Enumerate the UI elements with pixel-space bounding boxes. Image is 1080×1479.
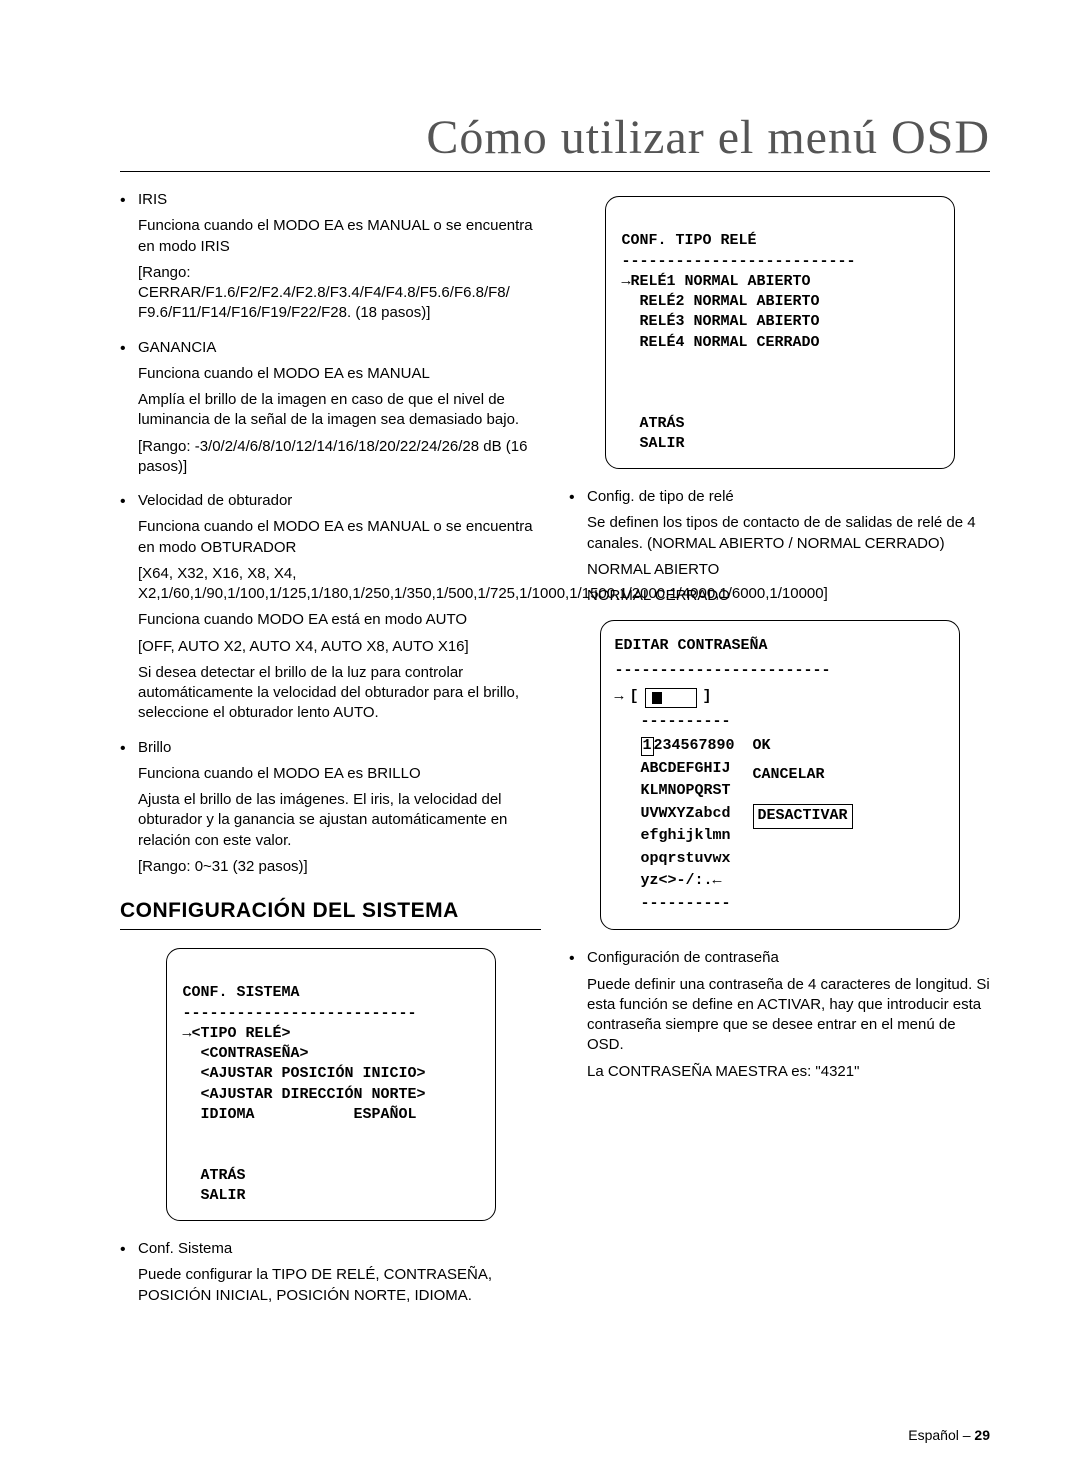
osd-blank bbox=[183, 1145, 479, 1165]
pw-desc: Configuración de contraseña Puede defini… bbox=[569, 948, 990, 1082]
char-row: ABCDEFGHIJ bbox=[641, 758, 735, 781]
osd-editar-contrasena: EDITAR CONTRASEÑA ----------------------… bbox=[600, 620, 960, 930]
char-row: opqrstuvwx bbox=[641, 848, 735, 871]
bracket-open: [ bbox=[630, 686, 639, 709]
osd-footer: ATRÁS bbox=[183, 1166, 479, 1186]
item-para: [Rango: -3/0/2/4/6/8/10/12/14/16/18/20/2… bbox=[138, 437, 541, 478]
item-para: [Rango: CERRAR/F1.6/F2/F2.4/F2.8/F3.4/F4… bbox=[138, 263, 541, 324]
item-heading: Configuración de contraseña bbox=[587, 949, 779, 966]
page-footer: Español – 29 bbox=[908, 1427, 990, 1443]
osd-blank bbox=[622, 393, 938, 413]
item-para: Funciona cuando el MODO EA es MANUAL o s… bbox=[138, 216, 541, 257]
char-row: yz<>-/:.← bbox=[641, 870, 735, 893]
char-row: efghijklmn bbox=[641, 825, 735, 848]
item-para: NORMAL ABIERTO bbox=[587, 560, 990, 580]
item-para: Funciona cuando el MODO EA es BRILLO bbox=[138, 764, 541, 784]
two-column-layout: IRIS Funciona cuando el MODO EA es MANUA… bbox=[120, 190, 990, 1320]
item-heading: Brillo bbox=[138, 739, 171, 756]
osd-conf-tipo-rele: CONF. TIPO RELÉ-------------------------… bbox=[605, 196, 955, 469]
item-para: [X64, X32, X16, X8, X4, X2,1/60,1/90,1/1… bbox=[138, 564, 541, 605]
osd-row: <CONTRASEÑA> bbox=[183, 1044, 479, 1064]
conf-sistema-desc: Conf. Sistema Puede configurar la TIPO D… bbox=[120, 1239, 541, 1306]
osd-row: RELÉ4 NORMAL CERRADO bbox=[622, 333, 938, 353]
item-para: Se definen los tipos de contacto de de s… bbox=[587, 513, 990, 554]
item-para: [Rango: 0~31 (32 pasos)] bbox=[138, 857, 541, 877]
password-input[interactable] bbox=[645, 688, 697, 708]
item-para: Funciona cuando el MODO EA es MANUAL o s… bbox=[138, 517, 541, 558]
page-title: Cómo utilizar el menú OSD bbox=[120, 110, 990, 172]
item-para: Ajusta el brillo de las imágenes. El iri… bbox=[138, 790, 541, 851]
osd-footer: ATRÁS bbox=[622, 414, 938, 434]
left-column: IRIS Funciona cuando el MODO EA es MANUA… bbox=[120, 190, 541, 1320]
item-heading: GANANCIA bbox=[138, 339, 216, 356]
item-para: Puede definir una contraseña de 4 caract… bbox=[587, 975, 990, 1056]
item-para: [OFF, AUTO X2, AUTO X4, AUTO X8, AUTO X1… bbox=[138, 637, 541, 657]
right-column: CONF. TIPO RELÉ-------------------------… bbox=[569, 190, 990, 1320]
osd-title: CONF. SISTEMA bbox=[183, 983, 479, 1003]
password-field-row: → [ ] bbox=[615, 686, 945, 709]
osd-title: CONF. TIPO RELÉ bbox=[622, 231, 938, 251]
osd-row: RELÉ2 NORMAL ABIERTO bbox=[622, 292, 938, 312]
item-para: Funciona cuando MODO EA está en modo AUT… bbox=[138, 610, 541, 630]
section-heading-config-sistema: CONFIGURACIÓN DEL SISTEMA bbox=[120, 899, 541, 930]
osd-divider: -------------------------- bbox=[622, 252, 938, 272]
item-heading: Velocidad de obturador bbox=[138, 492, 292, 509]
item-para: Amplía el brillo de la imagen en caso de… bbox=[138, 390, 541, 431]
osd-blank bbox=[622, 353, 938, 373]
osd-divider: -------------------------- bbox=[183, 1004, 479, 1024]
keypad-buttons: OK CANCELAR DESACTIVAR bbox=[753, 735, 853, 893]
osd-blank bbox=[183, 1125, 479, 1145]
item-heading: Conf. Sistema bbox=[138, 1240, 232, 1257]
cancel-button[interactable]: CANCELAR bbox=[753, 764, 825, 787]
item-ganancia: GANANCIA Funciona cuando el MODO EA es M… bbox=[120, 338, 541, 478]
osd-row: <AJUSTAR DIRECCIÓN NORTE> bbox=[183, 1085, 479, 1105]
char-row: UVWXYZabcd bbox=[641, 803, 735, 826]
char-grid[interactable]: 1234567890 ABCDEFGHIJ KLMNOPQRST UVWXYZa… bbox=[641, 735, 735, 893]
item-para: Puede configurar la TIPO DE RELÉ, CONTRA… bbox=[138, 1265, 541, 1306]
item-para: La CONTRASEÑA MAESTRA es: "4321" bbox=[587, 1062, 990, 1082]
item-iris: IRIS Funciona cuando el MODO EA es MANUA… bbox=[120, 190, 541, 324]
item-config-contrasena: Configuración de contraseña Puede defini… bbox=[569, 948, 990, 1082]
osd-row: <AJUSTAR POSICIÓN INICIO> bbox=[183, 1064, 479, 1084]
item-heading: IRIS bbox=[138, 191, 167, 208]
char-row: KLMNOPQRST bbox=[641, 780, 735, 803]
osd-footer: SALIR bbox=[622, 434, 938, 454]
item-config-rele: Config. de tipo de relé Se definen los t… bbox=[569, 487, 990, 606]
item-brillo: Brillo Funciona cuando el MODO EA es BRI… bbox=[120, 738, 541, 878]
footer-page-number: 29 bbox=[974, 1427, 990, 1443]
rele-desc: Config. de tipo de relé Se definen los t… bbox=[569, 487, 990, 606]
osd-row: →<TIPO RELÉ> bbox=[183, 1024, 479, 1044]
cursor-icon bbox=[652, 692, 662, 704]
item-para: Si desea detectar el brillo de la luz pa… bbox=[138, 663, 541, 724]
ok-button[interactable]: OK bbox=[753, 735, 771, 758]
osd-divider: ---------- bbox=[641, 893, 945, 916]
arrow-icon: → bbox=[615, 686, 624, 709]
item-heading: Config. de tipo de relé bbox=[587, 488, 734, 505]
item-para: NORMAL CERRADO bbox=[587, 586, 990, 606]
feature-list: IRIS Funciona cuando el MODO EA es MANUA… bbox=[120, 190, 541, 877]
char-selected[interactable]: 1 bbox=[641, 737, 654, 756]
osd-row: IDIOMA ESPAÑOL bbox=[183, 1105, 479, 1125]
item-conf-sistema: Conf. Sistema Puede configurar la TIPO D… bbox=[120, 1239, 541, 1306]
osd-row: →RELÉ1 NORMAL ABIERTO bbox=[622, 272, 938, 292]
footer-lang: Español – bbox=[908, 1427, 970, 1443]
disable-button[interactable]: DESACTIVAR bbox=[753, 804, 853, 829]
osd-divider: ------------------------ bbox=[615, 660, 945, 683]
osd-divider: ---------- bbox=[641, 711, 945, 734]
osd-title: EDITAR CONTRASEÑA bbox=[615, 635, 945, 658]
osd-footer: SALIR bbox=[183, 1186, 479, 1206]
keypad-grid: 1234567890 ABCDEFGHIJ KLMNOPQRST UVWXYZa… bbox=[615, 735, 945, 893]
item-obturador: Velocidad de obturador Funciona cuando e… bbox=[120, 491, 541, 724]
char-rest: 234567890 bbox=[654, 737, 735, 754]
osd-conf-sistema: CONF. SISTEMA--------------------------→… bbox=[166, 948, 496, 1221]
item-para: Funciona cuando el MODO EA es MANUAL bbox=[138, 364, 541, 384]
bracket-close: ] bbox=[703, 686, 712, 709]
char-row: 1234567890 bbox=[641, 735, 735, 758]
osd-blank bbox=[622, 373, 938, 393]
osd-row: RELÉ3 NORMAL ABIERTO bbox=[622, 312, 938, 332]
